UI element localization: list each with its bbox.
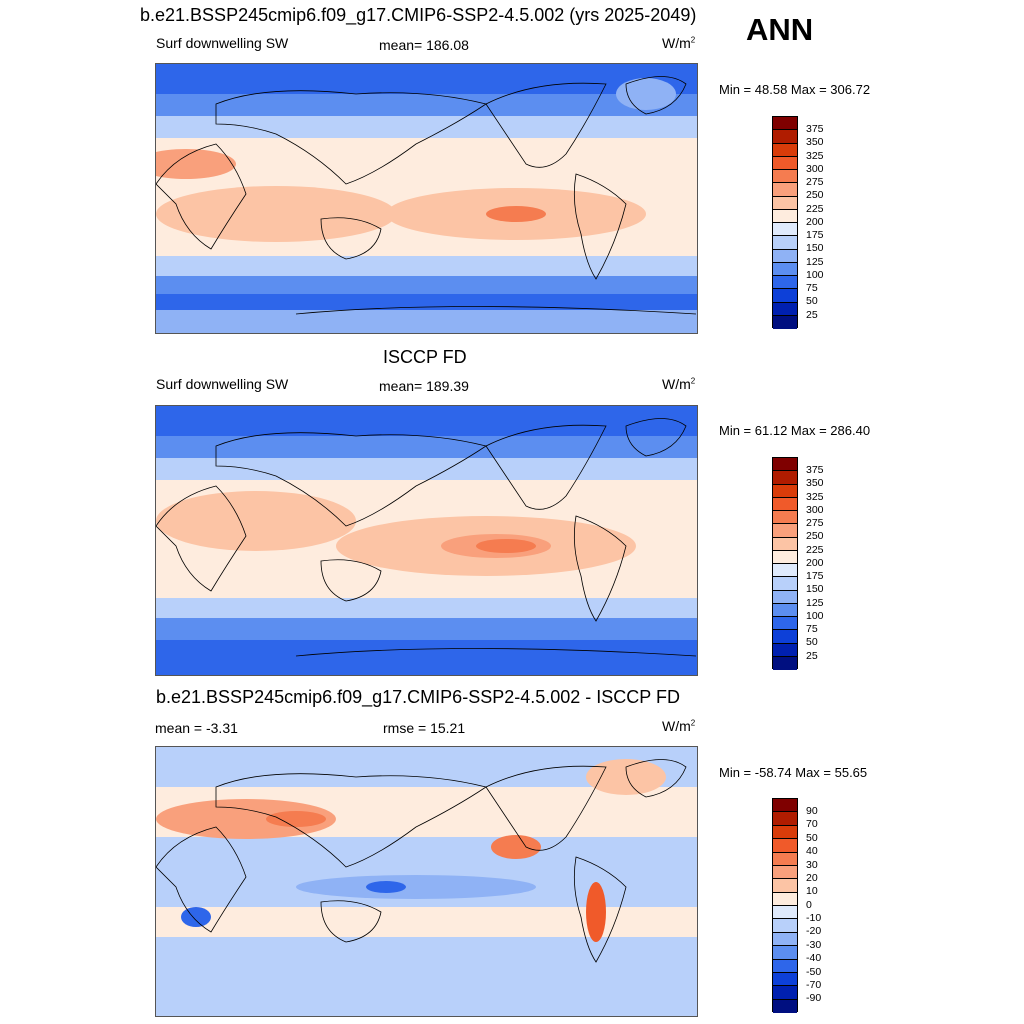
panel-3-colorbar-label: 40 [806, 845, 818, 858]
panel-2-minmax: Min = 61.12 Max = 286.40 [719, 423, 871, 438]
panel-1-colorbar-label: 175 [806, 229, 824, 241]
panel-3-mean: mean = -3.31 [155, 720, 238, 736]
panel-3-colorbar [772, 798, 798, 1013]
panel-3-colorbar-label: 30 [806, 858, 818, 871]
panel-1-colorbar-label: 150 [806, 242, 824, 255]
panel-1-colorbar-label: 50 [806, 295, 818, 308]
panel-1-colorbar-label: 125 [806, 255, 824, 268]
panel-3-map [155, 746, 698, 1017]
panel-3-colorbar-label: 50 [806, 831, 818, 844]
panel-2-colorbar-label: 250 [806, 530, 824, 543]
panel-2-colorbar-label: 75 [806, 623, 818, 635]
panel-2-colorbar-label: 200 [806, 556, 824, 569]
panel-2-colorbar-label: 25 [806, 649, 818, 662]
panel-3-colorbar-label: -40 [806, 952, 822, 965]
panel-3-minmax: Min = -58.74 Max = 55.65 [719, 765, 868, 780]
panel-2-colorbar-label: 300 [806, 503, 824, 516]
panel-2-colorbar-label: 50 [806, 636, 818, 649]
panel-2-title: ISCCP FD [383, 347, 467, 367]
panel-1-mean: mean= 186.08 [379, 37, 469, 53]
panel-1-colorbar-label: 250 [806, 189, 824, 202]
panel-3-colorbar-label: -50 [806, 965, 822, 978]
panel-3-colorbar-label: -90 [806, 992, 822, 1005]
panel-1-colorbar [772, 116, 798, 329]
panel-2-colorbar-label: 325 [806, 490, 824, 503]
panel-1-colorbar-label: 350 [806, 136, 824, 149]
panel-1-colorbar-label: 300 [806, 162, 824, 175]
panel-3-colorbar-label: 90 [806, 805, 818, 817]
panel-3-colorbar-label: 70 [806, 818, 818, 831]
panel-2-map [155, 405, 698, 676]
panel-3-colorbar-label: -20 [806, 925, 822, 938]
season-label: ANN [746, 12, 814, 47]
panel-1-colorbar-label: 100 [806, 268, 824, 281]
panel-2-colorbar-label: 150 [806, 583, 824, 596]
panel-1-map [155, 63, 698, 334]
panel-1-variable-label: Surf downwelling SW [156, 35, 289, 51]
panel-1-colorbar-label: 225 [806, 202, 824, 215]
panel-1-colorbar-label: 75 [806, 282, 818, 294]
panel-2-colorbar-label: 375 [806, 464, 824, 476]
panel-3-colorbar-label: -30 [806, 938, 822, 951]
panel-1-units: W/m2 [662, 35, 696, 51]
panel-2-colorbar-label: 350 [806, 477, 824, 490]
panel-2-colorbar-label: 175 [806, 570, 824, 582]
panel-3-rmse: rmse = 15.21 [383, 720, 466, 736]
panel-2-colorbar-label: 100 [806, 609, 824, 622]
panel-1-colorbar-label: 25 [806, 308, 818, 321]
panel-3-colorbar-label: -10 [806, 912, 822, 924]
panel-2-mean: mean= 189.39 [379, 378, 469, 394]
panel-1-colorbar-label: 200 [806, 215, 824, 228]
panel-3-title: b.e21.BSSP245cmip6.f09_g17.CMIP6-SSP2-4.… [156, 687, 680, 707]
panel-1-minmax: Min = 48.58 Max = 306.72 [719, 82, 871, 97]
panel-3-colorbar-label: 20 [806, 871, 818, 884]
panel-2-units: W/m2 [662, 376, 696, 392]
panel-1-colorbar-label: 275 [806, 176, 824, 188]
panel-1-title: b.e21.BSSP245cmip6.f09_g17.CMIP6-SSP2-4.… [140, 5, 697, 25]
panel-3-colorbar-label: -70 [806, 978, 822, 991]
panel-2-colorbar [772, 457, 798, 670]
panel-2-colorbar-label: 225 [806, 543, 824, 556]
panel-3-units: W/m2 [662, 718, 696, 734]
panel-1-colorbar-label: 325 [806, 149, 824, 162]
panel-3-colorbar-label: 0 [806, 898, 812, 911]
panel-2-colorbar-label: 125 [806, 596, 824, 609]
panel-2-colorbar-label: 275 [806, 517, 824, 529]
panel-1-colorbar-label: 375 [806, 123, 824, 135]
panel-2-variable-label: Surf downwelling SW [156, 376, 289, 392]
panel-3-colorbar-label: 10 [806, 885, 818, 898]
